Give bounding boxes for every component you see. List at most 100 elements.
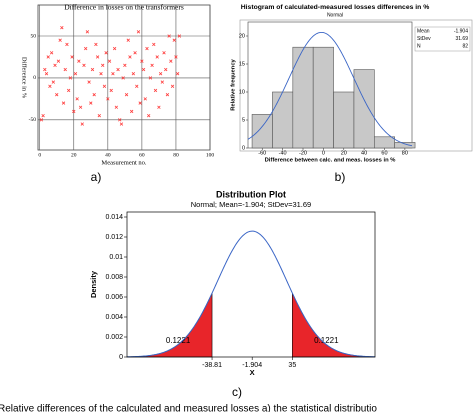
point xyxy=(119,122,124,126)
y-tick-label: 0.004 xyxy=(105,314,123,321)
y-tick-label: 50 xyxy=(31,33,37,39)
caption: Relative differences of the calculated a… xyxy=(0,404,377,412)
point xyxy=(41,113,45,118)
x-tick-label: 20 xyxy=(71,152,77,158)
y-axis-label: Density xyxy=(89,270,98,298)
point xyxy=(84,46,88,51)
y-tick-label: 5 xyxy=(242,117,245,123)
bar xyxy=(333,91,355,149)
point xyxy=(66,88,71,93)
point xyxy=(124,92,129,97)
point xyxy=(162,51,166,55)
bar xyxy=(312,46,334,149)
density-curve xyxy=(126,230,376,358)
stats-value: 82 xyxy=(462,43,468,49)
point xyxy=(82,63,86,68)
panel-frame xyxy=(239,19,473,152)
tail-area xyxy=(126,292,213,358)
point xyxy=(48,84,52,88)
point xyxy=(109,88,113,93)
tail-label: 0.1221 xyxy=(166,336,191,345)
point xyxy=(136,30,141,34)
y-tick-label: 0.01 xyxy=(109,254,123,261)
stats-label: StDev xyxy=(417,36,431,42)
point xyxy=(77,59,81,63)
point xyxy=(95,55,100,59)
point xyxy=(140,59,144,63)
point xyxy=(43,67,47,72)
bar xyxy=(292,46,314,149)
point xyxy=(153,88,158,93)
y-tick-label: 0.006 xyxy=(105,294,123,301)
point xyxy=(99,72,103,76)
point xyxy=(92,92,96,97)
y-tick-label: 0 xyxy=(242,145,245,151)
panel-label: a) xyxy=(91,170,102,184)
x-tick-label: 80 xyxy=(402,150,408,156)
point xyxy=(116,67,120,72)
y-tick-label: 0 xyxy=(119,354,123,361)
point xyxy=(55,92,59,97)
plot-frame xyxy=(126,211,376,358)
point xyxy=(172,38,176,42)
point xyxy=(51,80,56,84)
point xyxy=(148,76,153,80)
bar xyxy=(251,114,273,149)
point xyxy=(94,42,98,47)
point xyxy=(56,59,61,63)
bar xyxy=(353,69,375,149)
point xyxy=(126,38,130,42)
point xyxy=(158,72,163,76)
tail-area xyxy=(292,292,376,358)
x-tick-label: -38.81 xyxy=(202,362,222,369)
x-tick-label: 20 xyxy=(341,150,347,156)
point xyxy=(58,38,62,42)
y-tick-label: 0.012 xyxy=(105,234,123,241)
point xyxy=(101,63,105,68)
y-tick-label: 20 xyxy=(239,33,245,39)
x-tick-label: 60 xyxy=(381,150,387,156)
point xyxy=(70,55,74,59)
point xyxy=(102,84,107,88)
x-tick-label: 0 xyxy=(322,150,325,156)
point xyxy=(118,118,122,122)
point xyxy=(61,101,66,105)
point xyxy=(123,63,127,68)
point xyxy=(150,63,154,68)
point xyxy=(170,84,175,88)
panel-label: c) xyxy=(232,385,242,399)
point xyxy=(90,67,95,72)
point xyxy=(89,101,93,105)
point xyxy=(78,105,83,109)
point xyxy=(175,72,180,76)
point xyxy=(143,97,147,101)
bar xyxy=(272,91,294,149)
point xyxy=(85,30,90,34)
point xyxy=(147,113,151,118)
point xyxy=(73,72,78,76)
y-tick-label: 0 xyxy=(33,75,36,81)
point xyxy=(128,55,132,59)
point xyxy=(106,97,110,101)
bar xyxy=(394,142,416,149)
stats-label: Mean xyxy=(417,28,430,34)
y-tick-label: 0.002 xyxy=(105,334,123,341)
point xyxy=(177,34,182,38)
point xyxy=(164,67,168,72)
x-tick-label: 80 xyxy=(173,152,179,158)
point xyxy=(167,34,171,38)
point xyxy=(138,101,142,105)
point xyxy=(145,46,149,51)
point xyxy=(155,55,159,59)
tail-label: 0.1221 xyxy=(314,336,339,345)
point xyxy=(114,105,119,109)
point xyxy=(68,76,73,80)
stats-box xyxy=(414,26,471,52)
point xyxy=(141,67,146,72)
y-tick-label: 0.014 xyxy=(105,214,123,221)
point xyxy=(65,42,69,47)
point xyxy=(129,109,134,114)
normal-curve xyxy=(247,31,413,147)
x-tick-label: 60 xyxy=(139,152,145,158)
